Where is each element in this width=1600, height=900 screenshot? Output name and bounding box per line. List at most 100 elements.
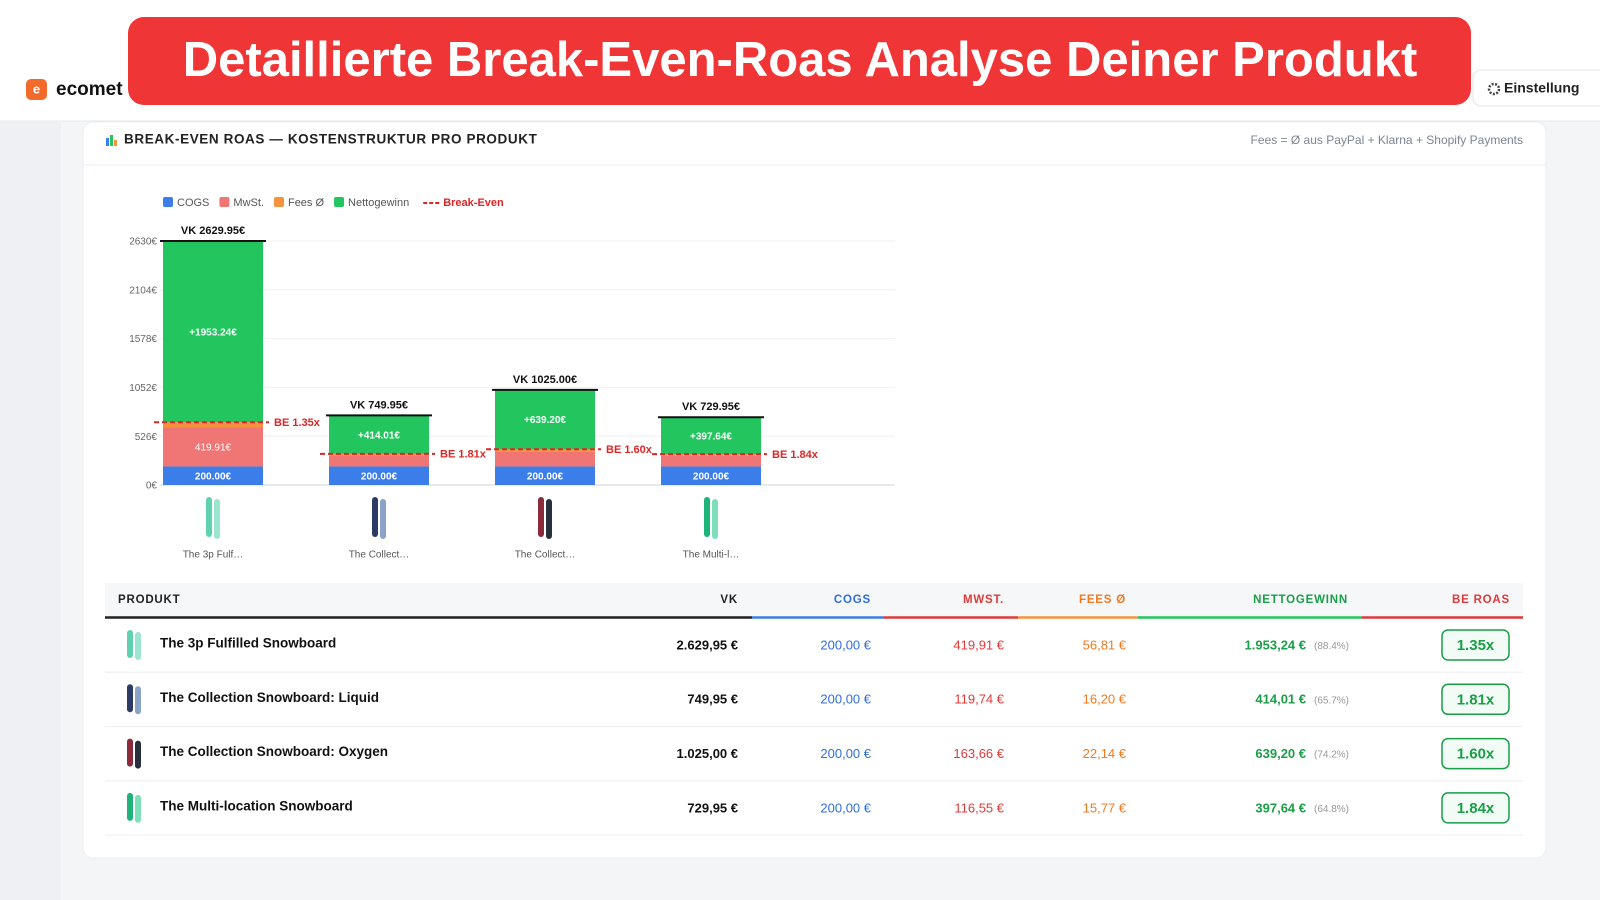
bar-segment — [495, 449, 595, 452]
panel-icon — [106, 135, 117, 146]
segment-label: 200.00€ — [527, 471, 564, 482]
bar-segment — [661, 417, 761, 455]
banner — [128, 17, 1471, 105]
bar-segment — [163, 427, 263, 467]
product-name: The Multi-location Snowboard — [160, 798, 353, 813]
x-tick-label: The Multi-l… — [683, 550, 740, 561]
fees-cell: 56,81 € — [1083, 637, 1127, 652]
cogs-cell: 200,00 € — [820, 746, 871, 761]
break-even-label: BE 1.81x — [440, 449, 487, 461]
net-percent: (88.4%) — [1314, 641, 1349, 652]
legend-swatch — [163, 197, 173, 207]
x-tick-label: The Collect… — [349, 550, 410, 561]
app-name[interactable]: ecomet — [56, 79, 123, 100]
product-image — [127, 630, 133, 658]
column-header: VK — [720, 594, 738, 606]
settings-button[interactable] — [1472, 69, 1600, 107]
vk-cell: 2.629,95 € — [677, 637, 738, 652]
product-image — [135, 632, 141, 660]
settings-label[interactable]: Einstellung — [1504, 80, 1579, 96]
bar-segment — [495, 451, 595, 467]
total-label: VK 729.95€ — [682, 401, 740, 413]
panel — [82, 121, 1547, 859]
product-image — [704, 497, 710, 537]
total-label: VK 749.95€ — [350, 399, 408, 411]
total-label: VK 1025.00€ — [513, 374, 577, 386]
logo-letter: e — [33, 81, 40, 96]
x-tick-label: The 3p Fulf… — [183, 550, 244, 561]
table-header-bg — [105, 583, 1523, 617]
be-roas-value: 1.81x — [1457, 691, 1495, 708]
product-image — [127, 738, 133, 767]
fees-cell: 22,14 € — [1083, 746, 1127, 761]
vk-cell: 729,95 € — [687, 800, 738, 815]
y-tick-label: 1578€ — [129, 334, 157, 345]
product-name: The 3p Fulfilled Snowboard — [160, 636, 336, 651]
mwst-cell: 119,74 € — [954, 692, 1004, 707]
column-header: BE ROAS — [1452, 594, 1510, 606]
vk-cell: 749,95 € — [687, 692, 738, 707]
be-roas-badge — [1441, 737, 1510, 770]
bar-segment — [495, 389, 595, 450]
be-roas-value: 1.35x — [1457, 637, 1495, 654]
column-header: FEES Ø — [1079, 594, 1126, 606]
net-cell: 639,20 € — [1255, 746, 1306, 761]
segment-label: 419.91€ — [195, 443, 232, 454]
product-image — [214, 499, 220, 539]
y-tick-label: 0€ — [146, 481, 158, 492]
bar-segment — [495, 466, 595, 485]
break-even-label: BE 1.84x — [772, 449, 819, 461]
y-tick-label: 526€ — [135, 432, 158, 443]
segment-label: +397.64€ — [690, 431, 732, 442]
legend-label: Fees Ø — [288, 197, 325, 209]
be-roas-badge — [1441, 683, 1510, 716]
column-header: MWST. — [963, 594, 1004, 606]
bar-segment — [163, 241, 263, 423]
product-name: The Collection Snowboard: Liquid — [160, 690, 379, 705]
product-image — [135, 794, 141, 823]
product-image — [712, 499, 718, 539]
x-tick-label: The Collect… — [515, 550, 576, 561]
net-percent: (64.8%) — [1314, 804, 1349, 815]
product-image — [546, 499, 552, 539]
cogs-cell: 200,00 € — [820, 800, 871, 815]
be-roas-value: 1.84x — [1457, 800, 1495, 817]
product-image — [206, 497, 212, 537]
legend-swatch — [273, 197, 284, 207]
product-image — [135, 686, 141, 715]
be-roas-badge — [1441, 629, 1510, 661]
net-percent: (74.2%) — [1314, 750, 1349, 761]
legend-label: Break-Even — [443, 197, 504, 209]
cogs-cell: 200,00 € — [820, 692, 871, 707]
y-tick-label: 2630€ — [129, 237, 157, 248]
bar-segment — [163, 466, 263, 485]
segment-label: 200.00€ — [195, 471, 232, 482]
bar-segment — [661, 466, 761, 485]
break-even-label: BE 1.60x — [606, 444, 653, 456]
net-cell: 414,01 € — [1255, 692, 1306, 707]
y-tick-label: 2104€ — [129, 285, 157, 296]
legend-label: COGS — [177, 197, 209, 209]
product-image — [127, 792, 133, 821]
bar-segment — [329, 466, 429, 485]
product-image — [380, 499, 386, 539]
panel-title: BREAK-EVEN ROAS — KOSTENSTRUKTUR PRO PRO… — [124, 132, 538, 147]
segment-label: +1953.24€ — [189, 327, 237, 338]
table: PRODUKT VK COGS MWST. FEES Ø NETTOGEWINN BE RO… — [105, 583, 1523, 836]
fees-cell: 15,77 € — [1083, 800, 1127, 815]
legend-swatch — [219, 197, 230, 207]
legend-label: Nettogewinn — [348, 197, 409, 209]
segment-label: 200.00€ — [361, 471, 398, 482]
bar-segment — [661, 455, 761, 467]
total-label: VK 2629.95€ — [181, 225, 245, 237]
be-roas-value: 1.60x — [1457, 746, 1495, 763]
be-roas-badge — [1441, 792, 1510, 824]
bar-segment — [163, 422, 263, 428]
sidebar — [0, 121, 61, 900]
vk-cell: 1.025,00 € — [677, 746, 738, 761]
column-header: NETTOGEWINN — [1253, 594, 1348, 606]
mwst-cell: 116,55 € — [954, 800, 1004, 815]
product-image — [135, 740, 141, 769]
